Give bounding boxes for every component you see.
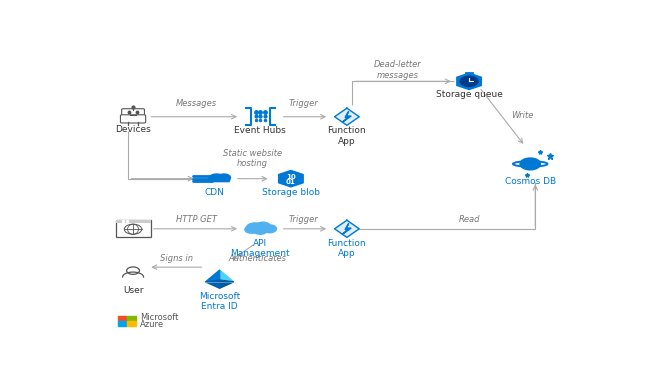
Bar (127, 316, 135, 321)
Polygon shape (334, 220, 359, 237)
Text: Static website
hosting: Static website hosting (223, 149, 283, 169)
Text: API
Management: API Management (231, 239, 290, 258)
Polygon shape (206, 270, 219, 282)
Polygon shape (457, 73, 482, 90)
Text: 01: 01 (286, 178, 296, 185)
Text: 10: 10 (286, 173, 296, 180)
Circle shape (460, 76, 478, 87)
Text: Messages: Messages (176, 99, 217, 108)
Text: Trigger: Trigger (288, 99, 319, 108)
Circle shape (127, 267, 139, 274)
Text: Function
App: Function App (328, 126, 366, 146)
Polygon shape (206, 280, 219, 288)
Text: HTTP GET: HTTP GET (176, 215, 217, 224)
Circle shape (263, 225, 277, 233)
Text: Azure: Azure (140, 319, 164, 329)
Text: Microsoft: Microsoft (140, 313, 179, 322)
Circle shape (245, 226, 257, 233)
Circle shape (256, 222, 271, 231)
Text: Authenticates: Authenticates (229, 254, 287, 263)
Text: Event Hubs: Event Hubs (235, 126, 286, 136)
Polygon shape (342, 111, 351, 122)
Text: Write: Write (511, 111, 533, 119)
Text: Cosmos DB: Cosmos DB (505, 177, 556, 186)
Circle shape (124, 224, 142, 234)
Polygon shape (219, 270, 234, 282)
Polygon shape (342, 223, 351, 234)
Text: Signs in: Signs in (160, 254, 193, 263)
Text: Microsoft
Entra ID: Microsoft Entra ID (199, 291, 240, 311)
Polygon shape (219, 280, 234, 288)
Text: User: User (123, 286, 143, 295)
Text: Devices: Devices (115, 126, 151, 134)
FancyBboxPatch shape (116, 219, 150, 237)
Text: Trigger: Trigger (288, 215, 319, 224)
Circle shape (254, 226, 267, 234)
Bar (118, 321, 126, 326)
Bar (118, 316, 126, 321)
Text: Function
App: Function App (328, 239, 366, 258)
Text: Read: Read (459, 215, 480, 224)
Circle shape (520, 158, 541, 170)
FancyBboxPatch shape (122, 109, 145, 117)
Text: CDN: CDN (204, 188, 225, 197)
Polygon shape (279, 170, 303, 187)
Text: Storage blob: Storage blob (262, 188, 320, 197)
Text: Dead-letter
messages: Dead-letter messages (374, 61, 422, 80)
Bar (127, 321, 135, 326)
Text: Storage queue: Storage queue (436, 90, 503, 99)
Polygon shape (209, 174, 231, 182)
Bar (116, 219, 150, 223)
Polygon shape (334, 108, 359, 125)
Circle shape (246, 223, 263, 233)
FancyBboxPatch shape (120, 115, 146, 123)
